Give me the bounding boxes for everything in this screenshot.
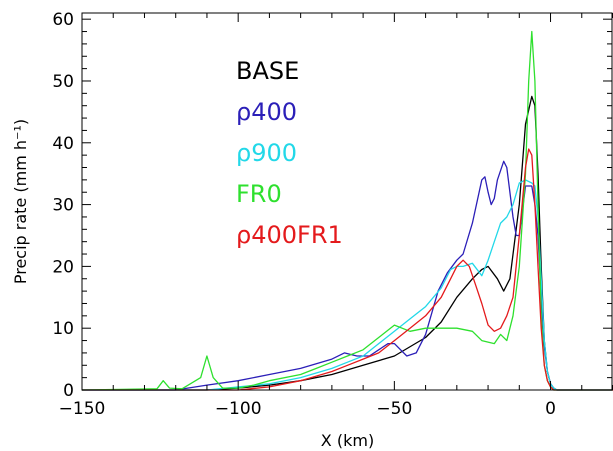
y-tick-label: 0 bbox=[63, 381, 74, 401]
y-tick-label: 50 bbox=[52, 72, 74, 92]
legend-entry-0: BASE bbox=[236, 57, 299, 85]
x-tick-label: −150 bbox=[59, 399, 106, 419]
axes-frame bbox=[81, 12, 613, 391]
legend: BASE ρ400 ρ900 FR0 ρ400FR1 bbox=[236, 57, 343, 249]
y-tick-label: 60 bbox=[52, 10, 74, 30]
x-axis-label: X (km) bbox=[321, 431, 374, 450]
plot-area bbox=[81, 30, 613, 391]
y-tick-label: 20 bbox=[52, 257, 74, 277]
y-tick-label: 10 bbox=[52, 319, 74, 339]
x-tick-label: −50 bbox=[376, 399, 412, 419]
series-line-0 bbox=[82, 95, 613, 391]
series-line-3 bbox=[81, 30, 613, 391]
y-axis-label: Precip rate (mm h⁻¹) bbox=[11, 119, 30, 284]
legend-entry-2: ρ900 bbox=[236, 139, 297, 167]
x-tick-label: −100 bbox=[215, 399, 262, 419]
x-tick-label: 0 bbox=[545, 399, 556, 419]
legend-entry-1: ρ400 bbox=[236, 98, 297, 126]
y-tick-label: 40 bbox=[52, 134, 74, 154]
series-line-1 bbox=[82, 160, 613, 391]
series-line-4 bbox=[82, 148, 613, 391]
tick-labels: −150 −100 −50 0 0 10 20 30 40 50 60 bbox=[52, 10, 556, 419]
axis-ticks bbox=[81, 13, 613, 391]
series-line-2 bbox=[82, 179, 613, 391]
y-tick-label: 30 bbox=[52, 196, 74, 216]
legend-entry-3: FR0 bbox=[236, 180, 282, 208]
legend-entry-4: ρ400FR1 bbox=[236, 221, 343, 249]
